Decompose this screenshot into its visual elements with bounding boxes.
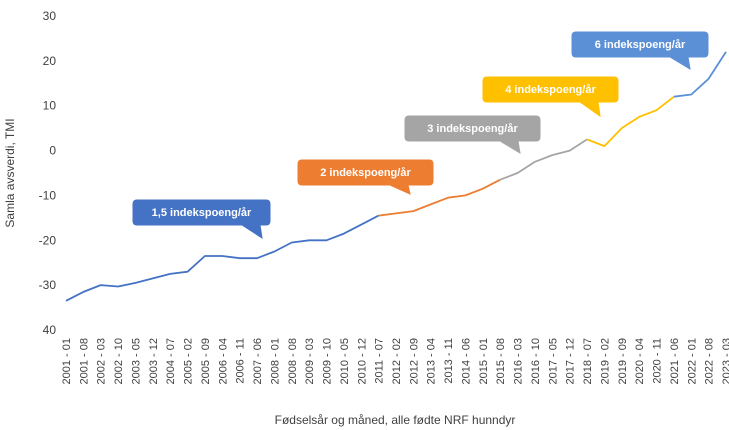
callout-text: 6 indekspoeng/år	[595, 39, 686, 51]
callout-bubble	[482, 76, 619, 118]
callout-bubble	[132, 199, 271, 240]
callout: 2 indekspoeng/år	[297, 159, 434, 195]
x-tick-label: 2003 - 05	[130, 338, 142, 384]
x-tick-label: 2013 - 04	[426, 338, 438, 384]
callout-bubble	[404, 115, 541, 154]
y-tick-label: -10	[39, 188, 57, 202]
line-series	[378, 178, 501, 217]
callout: 1,5 indekspoeng/år	[132, 199, 271, 240]
callout: 4 indekspoeng/år	[482, 76, 619, 118]
y-tick-label: 40	[43, 323, 57, 337]
x-tick-label: 2011 - 07	[374, 338, 386, 384]
x-tick-label: 2014 - 06	[460, 338, 472, 384]
callout: 6 indekspoeng/år	[571, 31, 709, 70]
x-tick-label: 2003 - 12	[148, 338, 160, 384]
x-tick-label: 2012 - 09	[408, 338, 420, 384]
x-tick-label: 2017 - 12	[565, 338, 577, 384]
x-tick-label: 2007 - 06	[252, 338, 264, 384]
callout-text: 1,5 indekspoeng/år	[152, 207, 252, 219]
x-tick-label: 2006 - 04	[217, 338, 229, 384]
x-tick-label: 2002 - 03	[96, 338, 108, 384]
line-series	[673, 51, 727, 98]
x-tick-label: 2006 - 11	[235, 338, 247, 384]
x-tick-label: 2009 - 03	[304, 338, 316, 384]
x-tick-label: 2020 - 04	[634, 338, 646, 384]
x-tick-label: 2005 - 09	[200, 338, 212, 384]
y-tick-label: -30	[39, 278, 57, 292]
callout-text: 2 indekspoeng/år	[320, 167, 411, 179]
x-tick-label: 2002 - 10	[113, 338, 125, 384]
x-tick-label: 2005 - 02	[183, 338, 195, 384]
callout: 3 indekspoeng/år	[404, 115, 541, 154]
x-tick-label: 2004 - 07	[165, 338, 177, 384]
x-tick-label: 2021 - 06	[669, 338, 681, 384]
callout-text: 3 indekspoeng/år	[427, 123, 518, 135]
x-tick-label: 2013 - 11	[443, 338, 455, 384]
x-tick-label: 2019 - 09	[617, 338, 629, 384]
x-tick-label: 2015 - 01	[478, 338, 490, 384]
x-tick-label: 2009 - 10	[322, 338, 334, 384]
x-tick-label: 2010 - 05	[339, 338, 351, 384]
callout-bubble	[297, 159, 434, 195]
x-tick-label: 2001 - 01	[61, 338, 73, 384]
callout-bubble	[571, 31, 709, 70]
x-axis-title: Fødselsår og måned, alle fødte NRF hunnd…	[275, 413, 516, 427]
y-tick-label: 0	[49, 144, 56, 158]
x-tick-label: 2001 - 08	[78, 338, 90, 384]
y-tick-label: -20	[39, 233, 57, 247]
callout-text: 4 indekspoeng/år	[505, 84, 596, 96]
line-series	[586, 95, 675, 147]
x-tick-label: 2020 - 11	[652, 338, 664, 384]
x-tick-label: 2010 - 12	[356, 338, 368, 384]
y-tick-label: 10	[43, 99, 57, 113]
x-tick-label: 2016 - 10	[530, 338, 542, 384]
x-tick-label: 2016 - 03	[513, 338, 525, 384]
x-tick-label: 2022 - 01	[686, 338, 698, 384]
x-tick-label: 2018 - 07	[582, 338, 594, 384]
x-tick-label: 2008 - 08	[287, 338, 299, 384]
line-series	[499, 138, 588, 181]
x-tick-label: 2023 - 03	[721, 338, 729, 384]
y-tick-label: 20	[43, 54, 57, 68]
x-tick-label: 2022 - 08	[704, 338, 716, 384]
x-tick-label: 2015 - 08	[495, 338, 507, 384]
x-tick-label: 2019 - 02	[599, 338, 611, 384]
x-tick-label: 2017 - 05	[547, 338, 559, 384]
x-tick-label: 2012 - 02	[391, 338, 403, 384]
line-series	[65, 214, 380, 302]
x-tick-label: 2008 - 01	[269, 338, 281, 384]
y-tick-label: 30	[43, 9, 57, 23]
y-axis-title: Samla avsverdi, TMI	[3, 118, 17, 227]
